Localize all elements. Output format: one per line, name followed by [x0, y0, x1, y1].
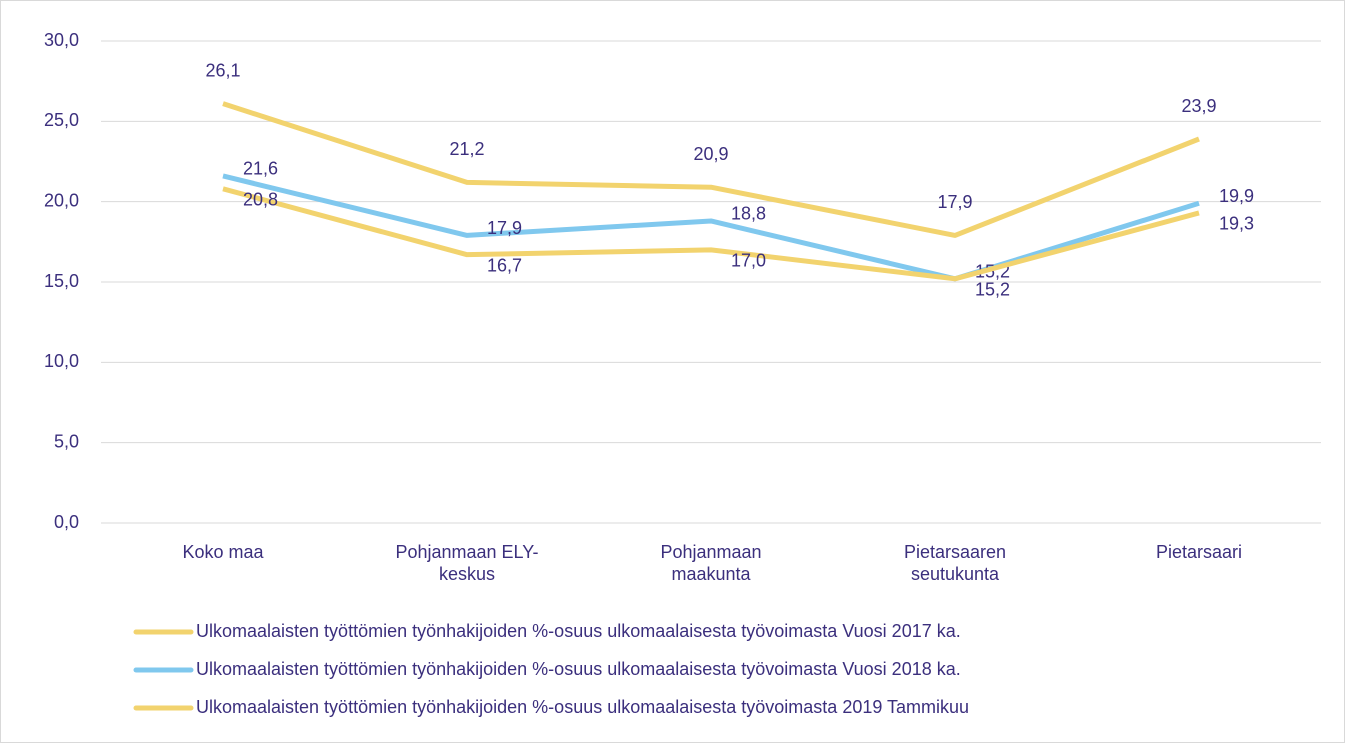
- data-label: 26,1: [205, 60, 240, 80]
- line: [222, 186, 1200, 282]
- x-tick-label: Pohjanmaan maakunta: [660, 542, 762, 584]
- data-label: 20,8: [243, 190, 278, 210]
- data-label: 23,9: [1181, 96, 1216, 116]
- x-tick-label: Pietarsaaren seutukunta: [903, 542, 1007, 584]
- legend-label: Ulkomaalaisten työttömien työnhakijoiden…: [196, 621, 961, 641]
- line: [222, 173, 1200, 282]
- data-label: 21,2: [449, 139, 484, 159]
- x-tick-label: Pietarsaari: [1155, 542, 1243, 562]
- y-tick-label: 20,0: [44, 190, 79, 210]
- data-label: 17,0: [731, 251, 766, 271]
- legend-label: Ulkomaalaisten työttömien työnhakijoiden…: [196, 659, 961, 679]
- y-tick-label: 30,0: [44, 30, 79, 50]
- data-label: 18,8: [731, 204, 766, 224]
- line: [222, 101, 1200, 238]
- legend-label: Ulkomaalaisten työttömien työnhakijoiden…: [196, 697, 969, 717]
- x-tick-label: Koko maa: [182, 542, 264, 562]
- data-label: 15,2: [975, 280, 1010, 300]
- y-tick-label: 10,0: [44, 351, 79, 371]
- data-label: 20,9: [693, 144, 728, 164]
- data-label: 21,6: [243, 159, 278, 179]
- x-tick-label: Pohjanmaan ELY-keskus: [395, 542, 539, 584]
- data-label: 17,9: [937, 192, 972, 212]
- y-tick-label: 25,0: [44, 110, 79, 130]
- y-tick-label: 15,0: [44, 271, 79, 291]
- data-label: 16,7: [487, 255, 522, 275]
- y-tick-label: 5,0: [54, 431, 79, 451]
- y-tick-label: 0,0: [54, 512, 79, 532]
- data-label: 19,9: [1219, 186, 1254, 206]
- data-label: 17,9: [487, 218, 522, 238]
- data-label: 19,3: [1219, 214, 1254, 234]
